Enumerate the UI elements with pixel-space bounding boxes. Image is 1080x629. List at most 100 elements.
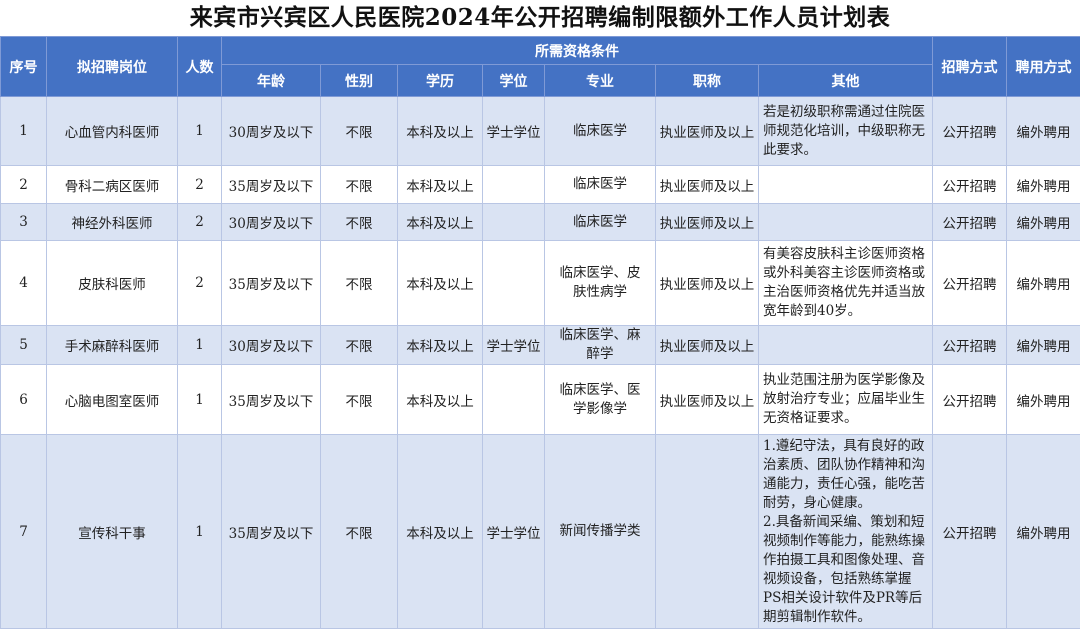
cell-gender: 不限: [321, 204, 398, 241]
cell-seq: 1: [1, 97, 47, 166]
cell-education: 本科及以上: [398, 97, 483, 166]
cell-gender: 不限: [321, 97, 398, 166]
cell-employment: 编外聘用: [1007, 241, 1080, 326]
cell-degree: 学士学位: [483, 326, 545, 365]
cell-seq: 6: [1, 365, 47, 435]
cell-position: 骨科二病区医师: [47, 166, 178, 204]
cell-age: 35周岁及以下: [222, 365, 321, 435]
cell-count: 1: [178, 435, 222, 629]
cell-employment: 编外聘用: [1007, 435, 1080, 629]
cell-seq: 5: [1, 326, 47, 365]
cell-age: 30周岁及以下: [222, 326, 321, 365]
cell-position: 手术麻醉科医师: [47, 326, 178, 365]
cell-seq: 7: [1, 435, 47, 629]
cell-seq: 2: [1, 166, 47, 204]
header-count: 人数: [178, 37, 222, 97]
cell-employment: 编外聘用: [1007, 326, 1080, 365]
cell-count: 1: [178, 326, 222, 365]
cell-method: 公开招聘: [933, 97, 1007, 166]
cell-title: 执业医师及以上: [656, 241, 759, 326]
cell-degree: 学士学位: [483, 97, 545, 166]
cell-other: [759, 204, 933, 241]
cell-title: [656, 435, 759, 629]
header-major: 专业: [545, 65, 656, 97]
cell-count: 1: [178, 97, 222, 166]
cell-employment: 编外聘用: [1007, 204, 1080, 241]
cell-gender: 不限: [321, 435, 398, 629]
header-other: 其他: [759, 65, 933, 97]
cell-title: 执业医师及以上: [656, 204, 759, 241]
recruitment-table: 序号 拟招聘岗位 人数 所需资格条件 招聘方式 聘用方式 年龄 性别 学历 学位…: [0, 36, 1080, 629]
header-method: 招聘方式: [933, 37, 1007, 97]
cell-method: 公开招聘: [933, 326, 1007, 365]
cell-education: 本科及以上: [398, 365, 483, 435]
cell-method: 公开招聘: [933, 435, 1007, 629]
cell-age: 30周岁及以下: [222, 204, 321, 241]
cell-count: 2: [178, 166, 222, 204]
cell-major: 临床医学、皮肤性病学: [545, 241, 656, 326]
cell-position: 宣传科干事: [47, 435, 178, 629]
cell-seq: 3: [1, 204, 47, 241]
cell-position: 心脑电图室医师: [47, 365, 178, 435]
cell-other: 若是初级职称需通过住院医师规范化培训，中级职称无此要求。: [759, 97, 933, 166]
header-qualifications: 所需资格条件: [222, 37, 933, 65]
cell-gender: 不限: [321, 241, 398, 326]
cell-other: 有美容皮肤科主诊医师资格或外科美容主诊医师资格或主治医师资格优先并适当放宽年龄到…: [759, 241, 933, 326]
cell-method: 公开招聘: [933, 204, 1007, 241]
cell-major: 临床医学: [545, 204, 656, 241]
cell-employment: 编外聘用: [1007, 166, 1080, 204]
cell-degree: [483, 204, 545, 241]
header-position: 拟招聘岗位: [47, 37, 178, 97]
cell-education: 本科及以上: [398, 435, 483, 629]
cell-method: 公开招聘: [933, 166, 1007, 204]
cell-employment: 编外聘用: [1007, 97, 1080, 166]
cell-position: 皮肤科医师: [47, 241, 178, 326]
header-age: 年龄: [222, 65, 321, 97]
cell-seq: 4: [1, 241, 47, 326]
cell-other: 执业范围注册为医学影像及放射治疗专业；应届毕业生无资格证要求。: [759, 365, 933, 435]
cell-count: 2: [178, 204, 222, 241]
cell-title: 执业医师及以上: [656, 97, 759, 166]
cell-method: 公开招聘: [933, 365, 1007, 435]
cell-degree: [483, 166, 545, 204]
header-title: 职称: [656, 65, 759, 97]
cell-other: 1.遵纪守法，具有良好的政治素质、团队协作精神和沟通能力，责任心强，能吃苦耐劳，…: [759, 435, 933, 629]
cell-other: [759, 166, 933, 204]
header-degree: 学位: [483, 65, 545, 97]
cell-age: 35周岁及以下: [222, 166, 321, 204]
cell-title: 执业医师及以上: [656, 365, 759, 435]
cell-age: 35周岁及以下: [222, 435, 321, 629]
header-seq: 序号: [1, 37, 47, 97]
header-gender: 性别: [321, 65, 398, 97]
cell-major: 临床医学: [545, 97, 656, 166]
cell-other: [759, 326, 933, 365]
cell-gender: 不限: [321, 166, 398, 204]
page-title: 来宾市兴宾区人民医院2024年公开招聘编制限额外工作人员计划表: [0, 0, 1080, 36]
cell-count: 2: [178, 241, 222, 326]
cell-major: 新闻传播学类: [545, 435, 656, 629]
cell-position: 心血管内科医师: [47, 97, 178, 166]
cell-major: 临床医学、麻醉学: [545, 326, 656, 365]
cell-method: 公开招聘: [933, 241, 1007, 326]
cell-education: 本科及以上: [398, 166, 483, 204]
cell-position: 神经外科医师: [47, 204, 178, 241]
header-education: 学历: [398, 65, 483, 97]
cell-gender: 不限: [321, 365, 398, 435]
cell-degree: 学士学位: [483, 435, 545, 629]
cell-age: 30周岁及以下: [222, 97, 321, 166]
cell-education: 本科及以上: [398, 204, 483, 241]
header-employment: 聘用方式: [1007, 37, 1080, 97]
cell-title: 执业医师及以上: [656, 166, 759, 204]
cell-major: 临床医学、医学影像学: [545, 365, 656, 435]
cell-employment: 编外聘用: [1007, 365, 1080, 435]
cell-title: 执业医师及以上: [656, 326, 759, 365]
cell-count: 1: [178, 365, 222, 435]
cell-degree: [483, 365, 545, 435]
